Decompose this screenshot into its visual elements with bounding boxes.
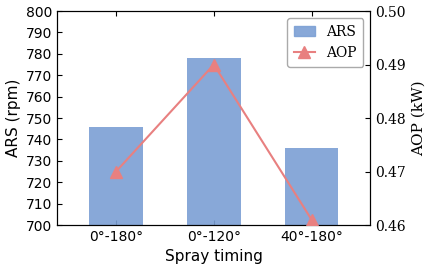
Bar [89, 127, 143, 270]
X-axis label: Spray timing: Spray timing [165, 249, 262, 264]
Legend: ARS, AOP: ARS, AOP [286, 18, 362, 67]
Y-axis label: AOP (kW): AOP (kW) [411, 80, 424, 156]
Bar [187, 58, 240, 270]
Bar [284, 148, 338, 270]
Y-axis label: ARS (rpm): ARS (rpm) [6, 79, 21, 157]
